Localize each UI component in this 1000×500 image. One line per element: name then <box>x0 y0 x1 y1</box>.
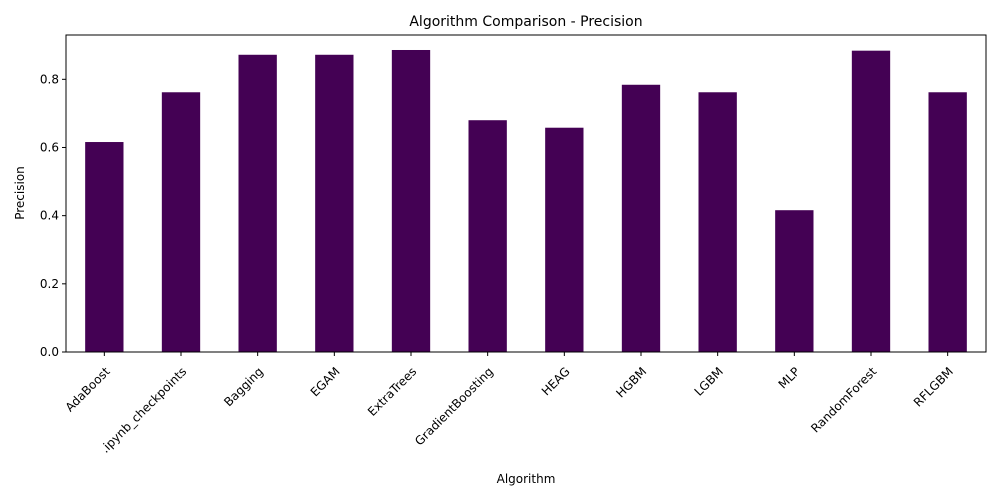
bar-hgbm <box>621 84 661 352</box>
x-axis-label: Algorithm <box>497 472 556 486</box>
y-axis: 0.0 0.2 0.4 0.6 0.8 <box>40 72 66 359</box>
bar-ipynb-checkpoints <box>161 92 201 352</box>
bar-lgbm <box>698 92 737 352</box>
bar-heag <box>545 127 584 352</box>
bar-gradientboosting <box>468 120 507 352</box>
bar-adaboost <box>85 142 124 352</box>
bar-randomforest <box>851 50 891 353</box>
bar-rflgbm <box>928 92 967 352</box>
bar-egam <box>315 54 354 352</box>
y-axis-label: Precision <box>13 166 27 220</box>
y-tick-label: 0.6 <box>40 140 59 154</box>
bars-group <box>85 49 967 353</box>
y-tick-label: 0.8 <box>40 72 59 86</box>
y-tick-label: 0.4 <box>40 209 59 223</box>
y-tick-label: 0.0 <box>40 345 59 359</box>
bar-extratrees <box>391 49 431 352</box>
y-tick-label: 0.2 <box>40 277 59 291</box>
bar-mlp <box>775 210 814 352</box>
chart-title: Algorithm Comparison - Precision <box>409 14 642 30</box>
plot-frame <box>65 34 987 353</box>
bar-bagging <box>238 54 277 352</box>
